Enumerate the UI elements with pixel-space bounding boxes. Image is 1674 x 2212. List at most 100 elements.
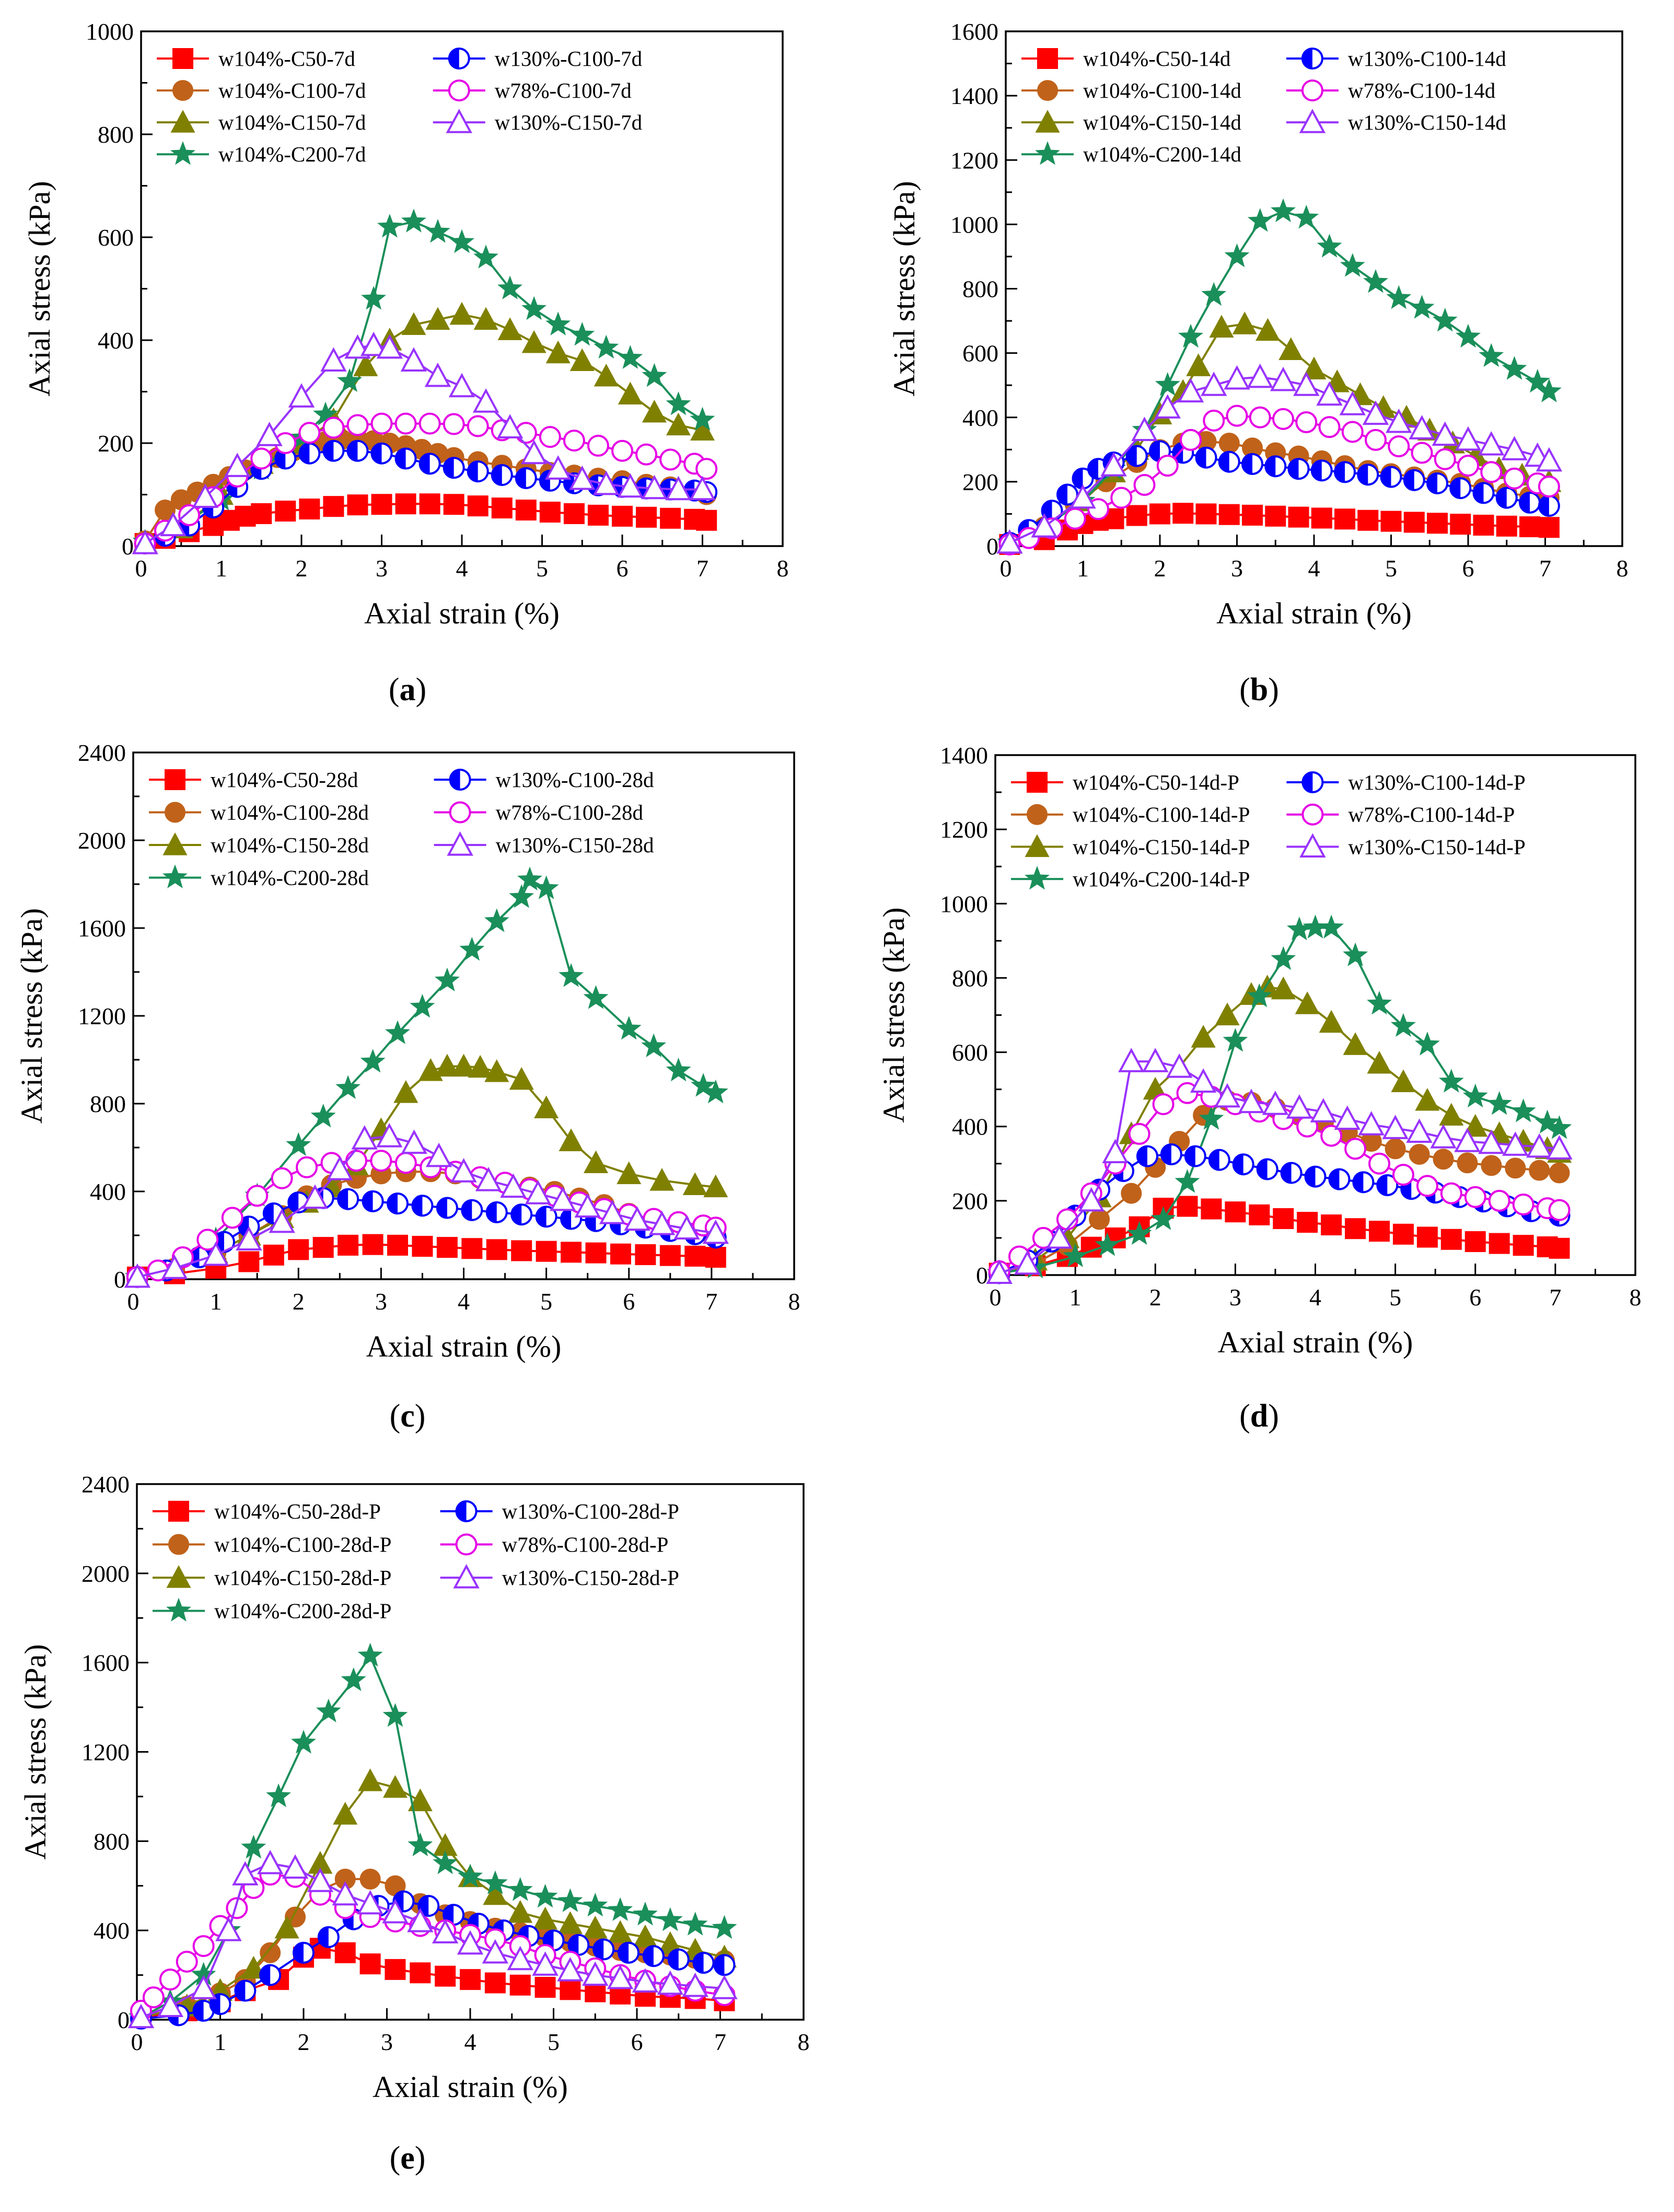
data-point [1304,1165,1327,1188]
data-point [533,875,559,899]
data-point [1481,1155,1502,1176]
x-tick-label: 4 [458,1288,470,1315]
data-point [1403,469,1425,491]
data-point [1462,1083,1488,1108]
data-point [1386,408,1412,433]
x-axis: 0 1 2 3 4 5 6 7 8 [135,535,789,582]
data-point [1031,513,1057,538]
data-point [1449,477,1472,500]
legend-item: w130%-C100-14d [1286,47,1506,71]
data-point [132,530,158,554]
data-point [1450,514,1471,535]
x-tick-label: 8 [1630,1284,1642,1311]
x-tick-label: 6 [631,2029,643,2055]
legend-item: w104%-C100-14d-P [1011,803,1250,827]
y-tick-label: 400 [98,327,134,354]
data-point [467,495,489,517]
data-point [451,1053,476,1077]
data-point [1432,421,1458,446]
x-tick-label: 0 [990,1284,1002,1311]
x-axis: 0 1 2 3 4 5 6 7 8 [1000,535,1629,582]
panel-caption: (b) [1239,672,1279,708]
y-tick-label: 1000 [86,18,134,45]
data-point [703,1174,728,1198]
data-point [702,1219,729,1244]
data-point [124,1263,151,1288]
legend-label: w104%-C100-28d-P [214,1533,391,1557]
data-point [1427,513,1448,534]
data-point [467,415,489,437]
data-point [387,1234,408,1256]
data-point [298,422,321,444]
data-point [458,1863,483,1888]
data-point [1512,1193,1535,1215]
data-point [301,1184,329,1209]
x-tick-label: 8 [777,555,789,582]
data-point [377,214,402,238]
y-tick-label: 0 [986,533,998,560]
data-point [394,1152,417,1174]
data-point [359,1868,381,1890]
y-tick-label: 1400 [940,742,988,769]
y-axis-title: Axial stress (kPa) [22,181,56,396]
data-point [157,1993,184,2017]
y-tick-label: 1600 [950,18,998,45]
y-axis-title: Axial stress (kPa) [18,1644,52,1859]
data-point [1409,1144,1430,1165]
legend-item: w130%-C150-28d-P [440,1564,679,1590]
data-point [322,416,345,439]
data-point [393,1080,419,1103]
data-point [275,501,296,522]
data-point [1480,461,1503,483]
data-point [346,439,369,462]
data-point [1334,508,1355,530]
data-point [692,1952,715,1974]
data-point [682,1912,708,1936]
data-point [583,1150,609,1173]
data-point [684,1245,706,1267]
data-point [1478,431,1505,456]
series-w130%-C150-14d [996,363,1563,554]
data-point [616,1016,642,1040]
data-point [633,1902,658,1926]
y-tick-label: 800 [94,1828,130,1855]
data-point [260,1942,281,1963]
data-point [545,340,571,364]
data-point [484,1972,506,1994]
data-point [534,1095,559,1118]
data-point [359,1953,381,1975]
data-point [1294,204,1319,229]
data-point [256,422,283,446]
x-tick-label: 8 [798,2029,810,2055]
x-tick-label: 0 [1000,555,1012,582]
y-tick-label: 1200 [82,1739,130,1766]
data-point [370,442,393,465]
y-tick-label: 2400 [82,1471,130,1498]
data-point [360,1049,386,1073]
data-point [1311,507,1332,529]
data-point [1226,404,1248,427]
series-w104%-C150-14d-P [987,975,1572,1284]
data-point [1249,1204,1270,1225]
data-point [1264,455,1287,478]
x-tick-label: 6 [1462,555,1474,582]
legend-marker [1037,48,1058,69]
data-point [449,302,474,325]
data-point [713,1954,736,1976]
y-tick-label: 2000 [78,827,126,854]
data-point [338,1234,359,1256]
legend-item: w78%-C100-7d [433,78,632,102]
data-point [1232,311,1257,334]
data-point [317,1926,340,1948]
data-point [533,1906,558,1930]
data-point [425,218,450,243]
data-point [1072,467,1094,490]
legend-label: w104%-C50-28d-P [214,1499,381,1523]
data-point [178,504,201,526]
data-point [1089,1209,1110,1230]
data-point [394,412,417,435]
data-point [433,1850,458,1874]
data-point [1155,372,1180,396]
data-point [1538,495,1560,517]
legend-marker [162,864,188,888]
